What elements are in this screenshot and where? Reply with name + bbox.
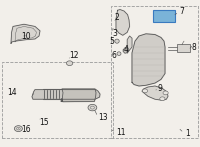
Text: 12: 12 [69,51,78,60]
Polygon shape [61,89,96,102]
Text: 6: 6 [111,51,116,60]
Text: 1: 1 [185,129,190,138]
Text: 14: 14 [8,88,17,97]
Text: 5: 5 [109,37,114,46]
Ellipse shape [117,52,121,56]
Text: 16: 16 [21,125,31,134]
Circle shape [163,91,168,95]
Polygon shape [132,34,165,86]
Circle shape [14,126,22,132]
Circle shape [17,127,20,130]
Text: 8: 8 [192,42,197,52]
Bar [111,6,198,138]
FancyBboxPatch shape [177,44,190,52]
Text: 2: 2 [115,13,120,22]
Ellipse shape [115,39,119,43]
Text: 9: 9 [158,84,163,93]
Text: 7: 7 [179,7,184,16]
Text: 10: 10 [21,32,31,41]
Polygon shape [32,90,100,99]
FancyBboxPatch shape [153,10,175,22]
Polygon shape [11,24,40,43]
Text: 13: 13 [98,113,108,122]
Circle shape [142,89,148,93]
Text: 4: 4 [124,45,128,55]
Circle shape [160,97,165,101]
Text: 11: 11 [116,128,126,137]
Circle shape [90,106,94,109]
Polygon shape [43,89,62,99]
Circle shape [66,61,73,66]
Bar [2,62,113,138]
Polygon shape [116,10,130,35]
Polygon shape [123,47,129,53]
Circle shape [88,104,97,111]
Text: 3: 3 [112,29,117,38]
Polygon shape [127,36,132,53]
Text: 15: 15 [39,117,49,127]
Polygon shape [142,86,168,100]
